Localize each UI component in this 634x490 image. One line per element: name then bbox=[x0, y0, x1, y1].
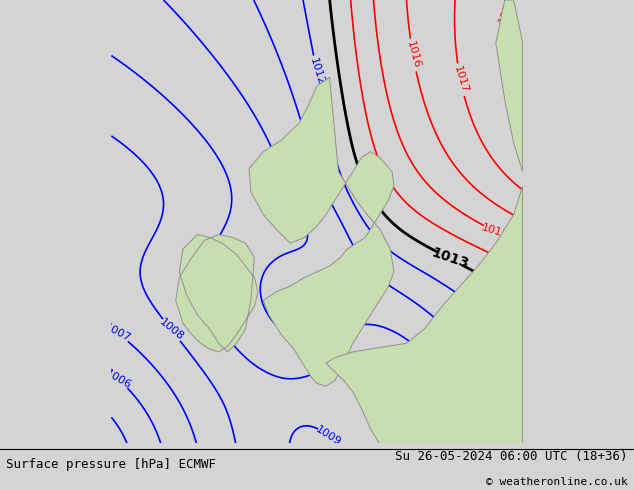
Text: 1013: 1013 bbox=[429, 245, 470, 271]
Text: © weatheronline.co.uk: © weatheronline.co.uk bbox=[486, 477, 628, 487]
Text: Surface pressure [hPa] ECMWF: Surface pressure [hPa] ECMWF bbox=[6, 458, 216, 471]
Text: 1014: 1014 bbox=[496, 254, 526, 271]
Text: 1016: 1016 bbox=[404, 40, 422, 70]
Text: 1018: 1018 bbox=[498, 0, 517, 24]
Text: 1007: 1007 bbox=[103, 322, 133, 344]
Polygon shape bbox=[496, 0, 522, 172]
Polygon shape bbox=[249, 77, 394, 386]
Text: Su 26-05-2024 06:00 UTC (18+36): Su 26-05-2024 06:00 UTC (18+36) bbox=[395, 450, 628, 463]
Polygon shape bbox=[326, 186, 522, 443]
Text: 1008: 1008 bbox=[157, 317, 186, 343]
Text: 1011: 1011 bbox=[487, 380, 515, 406]
Text: 1009: 1009 bbox=[315, 359, 345, 376]
Text: 1017: 1017 bbox=[451, 65, 469, 95]
Text: 1010: 1010 bbox=[446, 398, 469, 427]
Text: 1012: 1012 bbox=[308, 57, 326, 87]
Text: 1009: 1009 bbox=[314, 425, 343, 448]
Text: 1015: 1015 bbox=[480, 222, 510, 240]
Text: 1006: 1006 bbox=[103, 368, 133, 391]
Polygon shape bbox=[176, 235, 258, 352]
